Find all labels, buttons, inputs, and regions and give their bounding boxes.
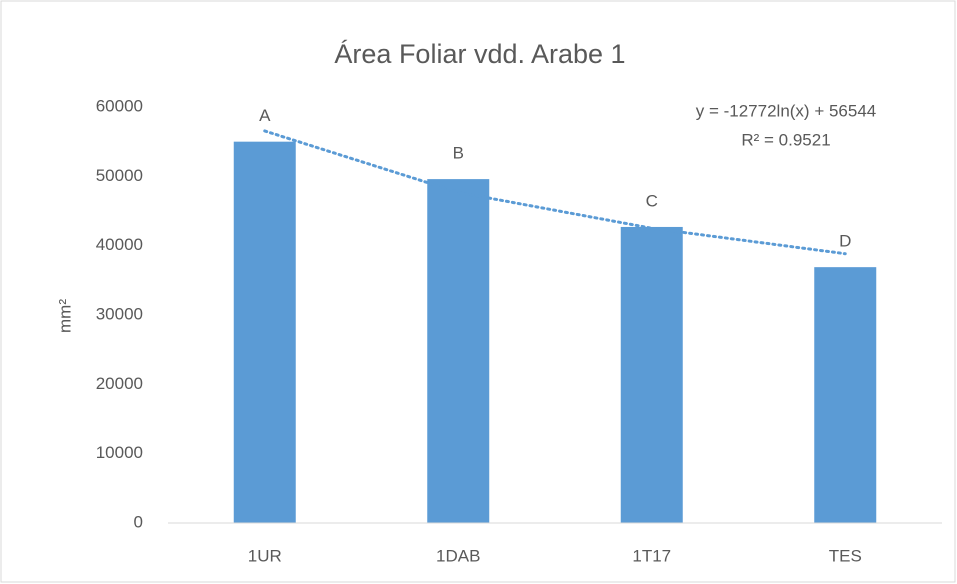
bar	[814, 267, 877, 523]
y-tick-label: 0	[134, 512, 143, 531]
chart-title: Área Foliar vdd. Arabe 1	[334, 39, 625, 69]
x-tick-label: TES	[829, 546, 862, 565]
trend-equation: y = -12772ln(x) + 56544	[696, 101, 877, 120]
x-tick-label: 1T17	[632, 546, 671, 565]
group-letter: D	[839, 232, 851, 251]
x-tick-label: 1UR	[248, 546, 282, 565]
x-tick-label: 1DAB	[436, 546, 480, 565]
bar	[233, 141, 296, 523]
bar	[427, 179, 490, 523]
group-letter: A	[259, 106, 271, 125]
group-letter: B	[453, 144, 464, 163]
y-tick-label: 10000	[96, 443, 143, 462]
y-tick-label: 30000	[96, 304, 143, 323]
y-tick-label: 50000	[96, 166, 143, 185]
trend-r2: R² = 0.9521	[741, 130, 830, 149]
y-tick-label: 40000	[96, 235, 143, 254]
y-axis-label: mm²	[55, 299, 74, 333]
y-tick-label: 60000	[96, 96, 143, 115]
trendline	[263, 129, 847, 256]
bar	[620, 226, 683, 524]
group-letter: C	[646, 191, 658, 210]
y-tick-label: 20000	[96, 374, 143, 393]
